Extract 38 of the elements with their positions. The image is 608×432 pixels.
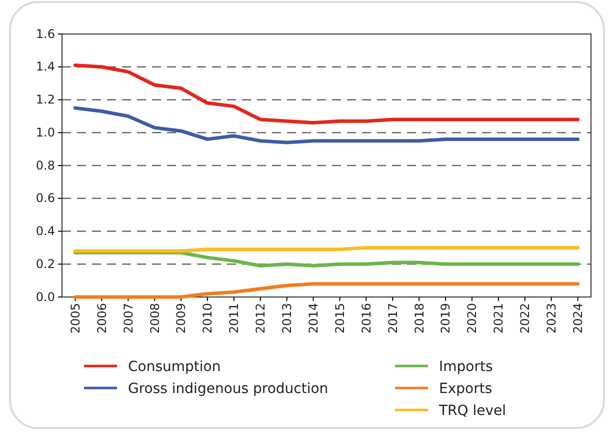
line-series (73, 63, 580, 125)
legend-label: Imports (439, 358, 493, 375)
x-tick-label: 2018 (412, 303, 426, 334)
y-tick-label: 0.2 (36, 256, 55, 271)
x-tick-label: 2020 (465, 303, 480, 334)
x-tick-label: 2024 (570, 303, 585, 334)
x-tick-label: 2023 (544, 303, 559, 334)
x-tick-label: 2008 (148, 303, 162, 334)
x-tick-label: 2015 (332, 303, 347, 334)
y-tick-label: 0.6 (36, 191, 55, 206)
x-tick-label: 2014 (306, 303, 320, 334)
line-series (73, 250, 580, 268)
x-tick-label: 2005 (68, 303, 82, 334)
x-tick-label: 2006 (94, 303, 109, 334)
legend-label: TRQ level (438, 402, 506, 419)
y-tick-label: 1.0 (36, 125, 55, 140)
x-tick-label: 2007 (121, 303, 136, 334)
x-tick-label: 2011 (227, 303, 242, 334)
x-tick-label: 2019 (438, 303, 453, 334)
legend-label: Consumption (128, 358, 221, 375)
y-tick-label: 0.4 (36, 224, 55, 238)
x-tick-label: 2010 (200, 303, 215, 334)
x-tick-label: 2017 (386, 303, 400, 334)
x-tick-label: 2009 (174, 303, 188, 334)
x-tick-label: 2021 (492, 303, 506, 334)
x-tick-label: 2016 (359, 303, 374, 334)
legend-label: Gross indigenous production (128, 380, 328, 397)
x-tick-label: 2013 (280, 303, 294, 334)
y-tick-label: 1.4 (36, 60, 55, 74)
y-tick-label: 0.0 (36, 290, 55, 304)
y-tick-label: 0.8 (36, 158, 55, 172)
y-tick-label: 1.2 (36, 92, 55, 107)
x-tick-label: 2012 (254, 303, 268, 334)
x-tick-label: 2022 (518, 303, 532, 334)
legend-label: Exports (439, 380, 492, 397)
line-series (73, 106, 580, 144)
line-series (73, 282, 580, 299)
y-tick-label: 1.6 (36, 26, 55, 41)
